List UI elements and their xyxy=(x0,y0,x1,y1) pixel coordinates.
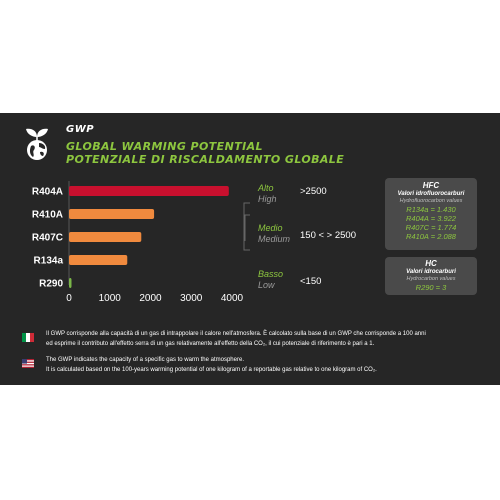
level-bracket xyxy=(243,202,250,251)
category-label: R410A xyxy=(32,210,63,221)
level-high: Alto High xyxy=(258,183,277,205)
level-low-it: Basso xyxy=(258,269,284,279)
hfc-subtitle-en: Hydrofluorocarbon values xyxy=(399,198,463,204)
bar-r407c xyxy=(69,232,142,242)
hfc-subtitle-it: Valori idrofluorocarburi xyxy=(397,191,465,197)
title-english: GLOBAL WARMING POTENTIAL xyxy=(66,140,263,153)
hc-value: R290 = 3 xyxy=(415,283,447,292)
gwp-title: GWP xyxy=(66,124,95,135)
note-english-line2: It is calculated based on the 100-years … xyxy=(46,367,377,373)
category-label: R290 xyxy=(39,279,63,290)
level-medium-en: Medium xyxy=(258,234,291,244)
category-label: R407C xyxy=(32,233,63,244)
bar-r134a xyxy=(69,255,128,265)
x-tick-label: 2000 xyxy=(139,293,162,304)
italy-flag-icon xyxy=(22,333,34,342)
level-high-it: Alto xyxy=(258,183,274,193)
x-tick-label: 3000 xyxy=(180,293,203,304)
level-high-en: High xyxy=(258,194,277,204)
note-italian-line1: Il GWP corrisponde alla capacità di un g… xyxy=(46,331,426,337)
category-label: R134a xyxy=(34,256,64,267)
category-label: R404A xyxy=(32,187,63,198)
level-medium-range: 150 < > 2500 xyxy=(300,230,356,241)
usa-flag-icon xyxy=(22,359,34,368)
level-high-range: >2500 xyxy=(300,186,327,197)
hfc-value: R410A = 2.088 xyxy=(406,232,456,241)
hfc-value: R134a = 1.430 xyxy=(406,205,456,214)
note-italian-line2: ed esprime il contributo all'effetto ser… xyxy=(46,341,375,347)
hc-subtitle-it: Valori idrocarburi xyxy=(406,269,456,275)
note-english-line1: The GWP indicates the capacity of a spec… xyxy=(46,357,244,363)
hc-values-box: HC Valori idrocarburi Hydrocarbon values… xyxy=(385,257,477,295)
bar-r410a xyxy=(69,209,155,219)
globe-sprout-icon xyxy=(26,128,48,160)
level-low-range: <150 xyxy=(300,276,322,287)
level-low-en: Low xyxy=(258,280,275,290)
x-tick-label: 0 xyxy=(66,293,72,304)
x-tick-label: 4000 xyxy=(221,293,244,304)
bar-r290 xyxy=(69,278,72,288)
hc-title: HC xyxy=(425,259,437,268)
x-tick-label: 1000 xyxy=(99,293,122,304)
hfc-values-box: HFC Valori idrofluorocarburi Hydrofluoro… xyxy=(385,178,477,250)
bar-r404a xyxy=(69,186,229,196)
hfc-title: HFC xyxy=(422,181,440,190)
hc-subtitle-en: Hydrocarbon values xyxy=(406,276,456,282)
level-medium-it: Medio xyxy=(258,223,283,233)
level-bracket xyxy=(244,214,250,241)
title-italian: POTENZIALE DI RISCALDAMENTO GLOBALE xyxy=(66,153,345,166)
level-medium: Medio Medium xyxy=(258,223,290,245)
hfc-value: R404A = 3.922 xyxy=(406,214,456,223)
level-low: Basso Low xyxy=(258,269,283,291)
hfc-value: R407C = 1.774 xyxy=(405,223,457,232)
